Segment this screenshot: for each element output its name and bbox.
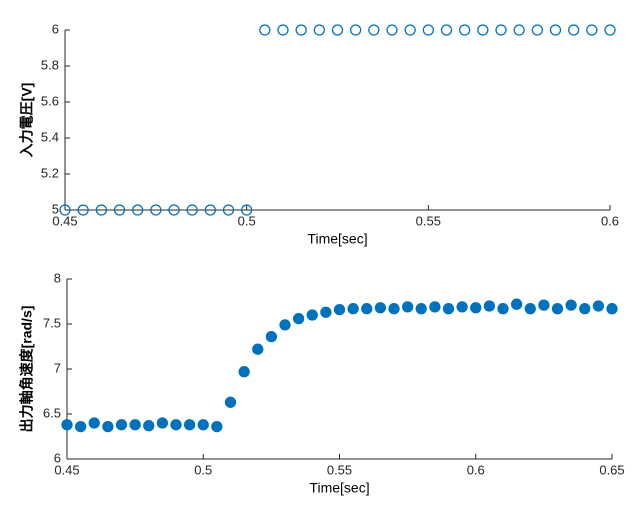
x-tick-label: 0.55: [416, 213, 441, 228]
data-point: [592, 300, 605, 312]
data-point: [259, 24, 271, 36]
y-tick-label: 7: [54, 360, 61, 375]
data-point: [374, 302, 387, 314]
y-tick-label: 6: [52, 21, 59, 36]
data-point: [265, 330, 278, 343]
x-tick-label: 0.6: [601, 213, 619, 228]
data-point: [331, 24, 344, 36]
data-point: [456, 301, 468, 313]
data-point: [113, 204, 126, 216]
y-axis-label: 入力電圧[V]: [19, 83, 35, 158]
data-point: [510, 298, 523, 310]
data-point: [102, 420, 114, 433]
data-point: [401, 301, 414, 313]
data-point: [150, 204, 162, 216]
data-point: [495, 24, 507, 36]
data-point: [170, 419, 182, 431]
data-point: [604, 24, 616, 36]
data-point: [156, 417, 169, 429]
data-point: [61, 419, 73, 431]
data-point: [279, 319, 291, 331]
x-axis-label: Time[sec]: [309, 480, 369, 496]
data-point: [497, 303, 509, 315]
data-point: [538, 299, 550, 311]
data-point: [513, 24, 525, 36]
data-point: [531, 24, 543, 36]
data-point: [524, 303, 536, 315]
data-point: [415, 303, 427, 315]
y-tick-label: 5.2: [41, 165, 59, 180]
data-point: [77, 204, 89, 216]
y-axis-label: 出力軸角速度[rad/s]: [19, 306, 35, 433]
data-point: [551, 303, 564, 315]
data-point: [313, 24, 325, 36]
x-tick-label: 0.45: [54, 462, 79, 477]
x-tick-label: 0.5: [238, 213, 256, 228]
data-point: [440, 24, 453, 36]
data-point: [129, 419, 141, 431]
data-point: [306, 309, 318, 321]
y-tick-label: 5.4: [41, 129, 59, 144]
data-point: [429, 301, 441, 313]
data-point: [320, 306, 332, 318]
data-point: [74, 420, 87, 433]
x-tick-label: 0.55: [327, 462, 352, 477]
y-tick-label: 5: [52, 201, 59, 216]
x-tick-label: 0.6: [467, 462, 485, 477]
data-point: [350, 24, 362, 36]
data-point: [386, 24, 398, 36]
data-point: [442, 303, 455, 315]
data-point: [211, 420, 223, 433]
y-tick-label: 6: [54, 450, 61, 465]
y-tick-label: 8: [54, 270, 61, 285]
data-point: [422, 24, 434, 36]
data-point: [222, 204, 235, 216]
data-point: [368, 24, 380, 36]
data-point: [252, 343, 264, 355]
x-tick-label: 0.5: [194, 462, 212, 477]
data-point: [277, 24, 289, 36]
data-point: [606, 303, 618, 315]
data-point: [238, 366, 250, 378]
data-point: [568, 24, 580, 36]
x-tick-label: 0.65: [599, 462, 624, 477]
data-point: [483, 300, 496, 312]
y-tick-label: 5.6: [41, 93, 59, 108]
data-point: [183, 419, 196, 431]
data-point: [224, 396, 237, 408]
data-point: [586, 24, 598, 36]
data-point: [347, 303, 359, 315]
data-point: [295, 24, 307, 36]
x-axis-label: Time[sec]: [307, 231, 367, 247]
data-point: [241, 204, 253, 216]
y-tick-label: 7.5: [43, 315, 61, 330]
data-point: [361, 303, 373, 315]
y-tick-label: 6.5: [43, 405, 61, 420]
data-point: [95, 204, 107, 216]
data-point: [388, 303, 400, 315]
data-point: [470, 302, 482, 314]
x-tick-label: 0.45: [52, 213, 77, 228]
data-point: [404, 24, 416, 36]
data-point: [292, 312, 305, 325]
data-point: [115, 419, 128, 431]
data-point: [549, 24, 562, 36]
data-point: [579, 303, 591, 315]
data-point: [204, 204, 216, 216]
data-point: [333, 303, 346, 316]
data-point: [459, 24, 471, 36]
data-point: [186, 204, 198, 216]
data-point: [59, 204, 71, 216]
data-point: [143, 420, 155, 432]
data-point: [132, 204, 144, 216]
data-point: [565, 299, 577, 311]
data-point: [197, 419, 209, 431]
data-point: [477, 24, 489, 36]
y-tick-label: 5.8: [41, 57, 59, 72]
data-point: [168, 204, 180, 216]
data-point: [88, 417, 100, 429]
